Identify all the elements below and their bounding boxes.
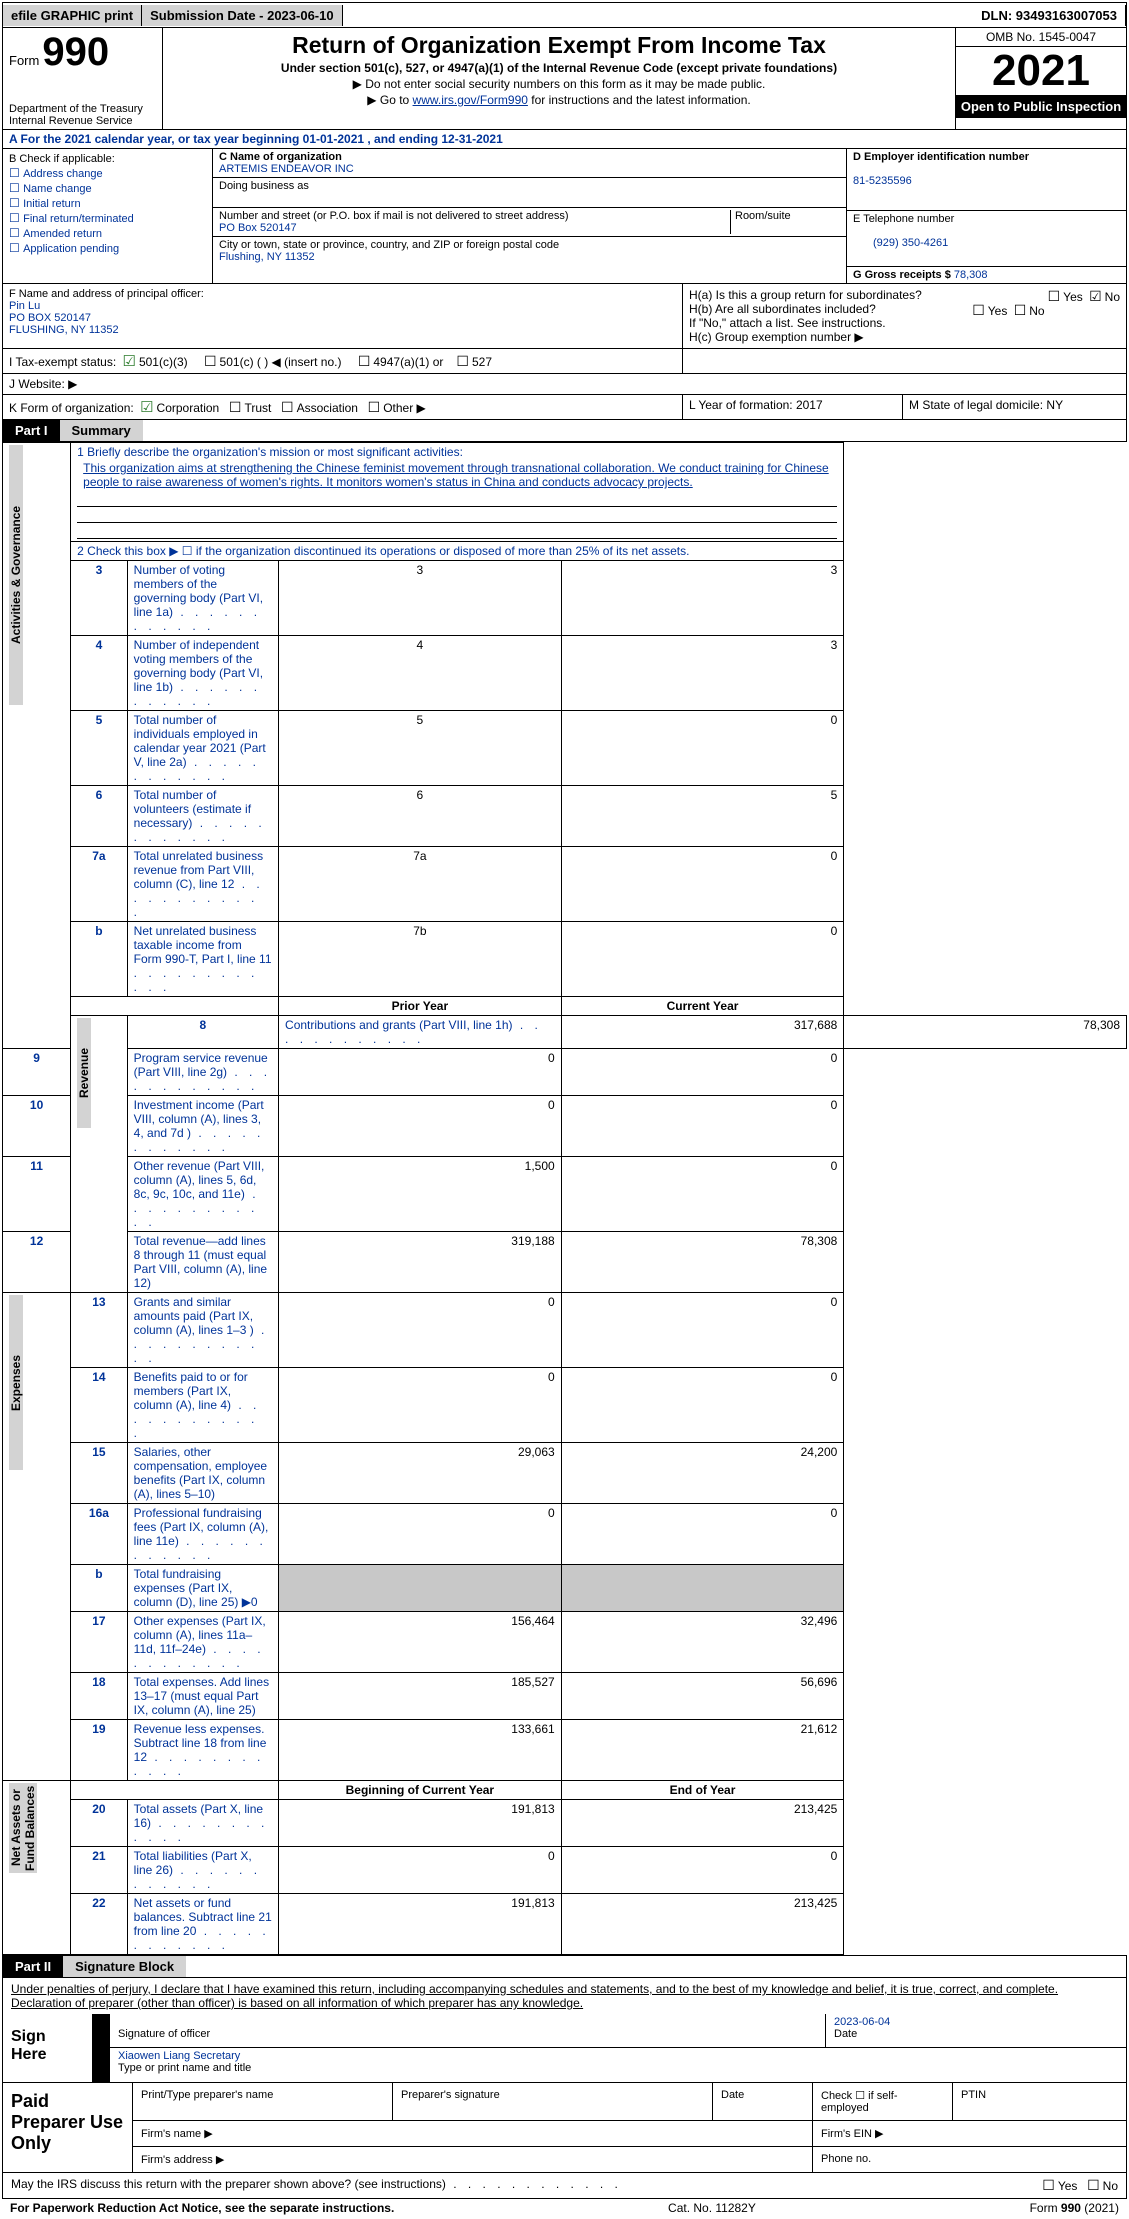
efile-print-button[interactable]: efile GRAPHIC print [3,5,142,26]
officer-name: Pin Lu [9,300,40,312]
tax-exempt-status: I Tax-exempt status: 501(c)(3) 501(c) ( … [3,349,683,373]
chk-initial-return[interactable]: Initial return [9,196,206,210]
tax-year: 2021 [956,47,1126,95]
mission-text: This organization aims at strengthening … [77,459,837,491]
preparer-signature-field[interactable]: Preparer's signature [393,2083,713,2120]
chk-amended[interactable]: Amended return [9,226,206,240]
part1-title: Summary [60,420,143,441]
state-domicile: M State of legal domicile: NY [903,395,1126,419]
perjury-declaration: Under penalties of perjury, I declare th… [3,1978,1126,2014]
officer-signature-field[interactable]: Signature of officer [110,2014,826,2047]
row-a-calendar: A For the 2021 calendar year, or tax yea… [2,130,1127,149]
firm-ein-field[interactable]: Firm's EIN ▶ [813,2121,1126,2146]
h-a-label: H(a) Is this a group return for subordin… [689,288,1120,302]
top-toolbar: efile GRAPHIC print Submission Date - 20… [2,2,1127,28]
dba-label: Doing business as [213,178,846,208]
form-number: 990 [42,30,109,74]
form-label: Form [9,53,39,68]
discuss-with-preparer: May the IRS discuss this return with the… [2,2173,1127,2199]
line1-label: 1 Briefly describe the organization's mi… [77,445,837,459]
c-name-label: C Name of organization [219,151,342,163]
line2-text: 2 Check this box ▶ ☐ if the organization… [71,542,844,561]
dln: DLN: 93493163007053 [973,5,1126,26]
arrow-icon [93,2048,110,2082]
city-label: City or town, state or province, country… [219,239,559,251]
website-row: J Website: ▶ [3,374,1126,394]
ein-value: 81-5235596 [853,175,912,187]
arrow-icon [93,2014,110,2047]
city-state-zip: Flushing, NY 11352 [219,251,315,263]
form-header: Form 990 Department of the Treasury Inte… [2,28,1127,130]
form-subtitle: Under section 501(c), 527, or 4947(a)(1)… [173,61,945,75]
irs-link[interactable]: www.irs.gov/Form990 [413,93,528,107]
addr-label: Number and street (or P.O. box if mail i… [219,210,569,222]
ssn-warning: ▶ Do not enter social security numbers o… [173,77,945,91]
chk-final-return[interactable]: Final return/terminated [9,211,206,225]
paid-preparer-block: Paid Preparer Use Only Print/Type prepar… [2,2083,1127,2173]
form-ref: Form 990 (2021) [1030,2201,1119,2215]
h-c-label: H(c) Group exemption number ▶ [689,330,1120,344]
part2-header: Part II [3,1956,63,1977]
f-label: F Name and address of principal officer: [9,288,204,300]
part1-header: Part I [3,420,60,441]
chk-address-change[interactable]: Address change [9,166,206,180]
year-formation: L Year of formation: 2017 [683,395,903,419]
paperwork-notice: For Paperwork Reduction Act Notice, see … [10,2201,394,2215]
firm-address-field[interactable]: Firm's address ▶ [133,2147,813,2172]
irs-label: Internal Revenue Service [9,115,156,127]
omb-number: OMB No. 1545-0047 [956,28,1126,47]
side-expenses: Expenses [9,1295,23,1470]
officer-addr2: FLUSHING, NY 11352 [9,324,119,336]
page-footer: For Paperwork Reduction Act Notice, see … [2,2199,1127,2217]
cat-number: Cat. No. 11282Y [668,2201,756,2215]
summary-table: Activities & Governance 1 Briefly descri… [2,442,1127,1955]
side-revenue: Revenue [77,1018,91,1128]
chk-name-change[interactable]: Name change [9,181,206,195]
b-label: B Check if applicable: [9,153,206,165]
preparer-date-field[interactable]: Date [713,2083,813,2120]
block-bcd: B Check if applicable: Address change Na… [2,149,1127,284]
gross-receipts-label: G Gross receipts $ [853,269,954,281]
paid-preparer-label: Paid Preparer Use Only [3,2083,133,2172]
sign-here-label: Sign Here [3,2014,93,2082]
submission-date: Submission Date - 2023-06-10 [142,5,343,26]
street-address: PO Box 520147 [219,222,297,234]
room-suite-label: Room/suite [730,210,840,234]
part2-title: Signature Block [63,1956,186,1977]
sig-date: 2023-06-04Date [826,2014,1126,2047]
form-of-org: K Form of organization: Corporation Trus… [3,395,683,419]
officer-name-printed: Xiaowen Liang SecretaryType or print nam… [110,2048,1126,2082]
instructions-line: ▶ Go to www.irs.gov/Form990 for instruct… [173,93,945,107]
phone-value: (929) 350-4261 [853,237,948,249]
ptin-field[interactable]: PTIN [953,2083,1126,2120]
phone-label: E Telephone number [853,213,954,225]
self-employed-check[interactable]: Check ☐ if self-employed [813,2083,953,2120]
chk-app-pending[interactable]: Application pending [9,241,206,255]
signature-block: Under penalties of perjury, I declare th… [2,1978,1127,2083]
ein-label: D Employer identification number [853,151,1029,163]
form-title: Return of Organization Exempt From Incom… [173,32,945,59]
principal-officer-row: F Name and address of principal officer:… [2,284,1127,349]
org-name: ARTEMIS ENDEAVOR INC [219,163,354,175]
firm-phone-field[interactable]: Phone no. [813,2147,1126,2172]
side-activities: Activities & Governance [9,445,23,705]
side-net-assets: Net Assets or Fund Balances [9,1783,37,1873]
preparer-name-field[interactable]: Print/Type preparer's name [133,2083,393,2120]
open-to-public: Open to Public Inspection [956,95,1126,118]
gross-receipts-value: 78,308 [954,269,988,281]
h-note: If "No," attach a list. See instructions… [689,316,1120,330]
officer-addr1: PO BOX 520147 [9,312,91,324]
dept-treasury: Department of the Treasury [9,103,156,115]
firm-name-field[interactable]: Firm's name ▶ [133,2121,813,2146]
